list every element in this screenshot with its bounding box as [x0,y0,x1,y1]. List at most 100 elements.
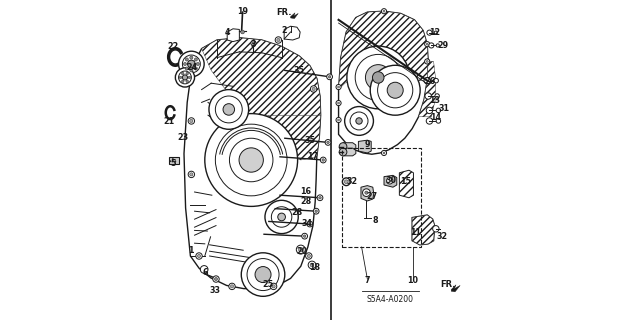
Circle shape [338,86,339,88]
Circle shape [415,221,425,230]
Circle shape [179,76,182,79]
Circle shape [230,138,273,182]
Polygon shape [358,140,371,153]
Circle shape [179,51,204,77]
Circle shape [362,189,370,196]
Circle shape [184,62,187,66]
Circle shape [426,43,428,45]
Circle shape [190,56,193,59]
Polygon shape [284,26,300,40]
Text: 15: 15 [400,177,412,186]
Text: 8: 8 [372,216,378,225]
Text: 4: 4 [225,28,230,36]
Circle shape [426,80,428,82]
Circle shape [322,159,324,161]
Circle shape [434,31,438,34]
Circle shape [188,76,191,79]
Circle shape [365,65,391,90]
Circle shape [196,62,200,66]
Circle shape [306,253,312,259]
Circle shape [271,207,292,227]
Text: FR.: FR. [440,280,456,289]
Circle shape [339,148,347,156]
Circle shape [308,261,316,269]
Circle shape [372,72,384,83]
Text: 28: 28 [291,208,303,217]
Circle shape [314,208,319,214]
Polygon shape [412,215,435,245]
Circle shape [426,118,433,124]
Text: 7: 7 [365,276,370,285]
Circle shape [215,124,287,196]
Text: 23: 23 [177,133,189,142]
Circle shape [424,222,432,229]
Text: 35: 35 [294,66,305,75]
Circle shape [278,213,285,221]
Circle shape [425,93,431,99]
Circle shape [427,30,432,35]
Circle shape [196,253,202,259]
Circle shape [200,266,208,273]
Circle shape [247,259,279,291]
Circle shape [327,74,333,80]
Circle shape [312,87,316,91]
Circle shape [387,178,393,184]
Circle shape [175,161,176,162]
Text: FR.: FR. [276,8,292,17]
Circle shape [424,77,430,84]
Circle shape [241,30,244,34]
Polygon shape [184,38,321,289]
Polygon shape [291,13,298,19]
Text: 3: 3 [250,40,255,49]
Circle shape [239,148,264,172]
Circle shape [195,58,198,61]
Text: 25: 25 [262,280,274,289]
Circle shape [179,71,191,84]
Text: 24: 24 [186,63,198,72]
Polygon shape [339,11,428,90]
Circle shape [435,94,440,98]
Circle shape [436,119,440,123]
Circle shape [336,100,341,106]
Text: 32: 32 [346,177,358,186]
Circle shape [387,82,403,98]
Circle shape [319,196,321,199]
Polygon shape [361,186,374,201]
Polygon shape [343,143,356,150]
Circle shape [170,161,172,162]
Circle shape [310,86,317,92]
Circle shape [182,55,200,73]
Circle shape [296,245,305,254]
Circle shape [436,108,440,113]
Circle shape [302,233,307,239]
Circle shape [347,46,410,109]
Text: 16: 16 [300,188,311,196]
Circle shape [350,112,368,130]
Circle shape [415,229,425,239]
Circle shape [307,254,310,258]
Polygon shape [269,115,321,160]
Circle shape [424,230,432,238]
Text: S5A4-A0200: S5A4-A0200 [366,295,413,304]
Circle shape [425,42,430,47]
Circle shape [339,143,347,150]
Text: 6: 6 [202,268,207,277]
Circle shape [271,283,277,290]
Circle shape [212,276,219,282]
Polygon shape [339,11,428,154]
Circle shape [190,119,193,123]
Text: 20: 20 [296,247,307,256]
Circle shape [230,285,234,288]
Text: 10: 10 [407,276,419,285]
Circle shape [426,107,433,114]
Circle shape [356,118,362,124]
Text: 9: 9 [365,140,370,149]
Circle shape [191,63,198,70]
Text: 29: 29 [438,41,449,50]
Circle shape [436,44,440,47]
Text: 11: 11 [410,228,422,237]
Text: 31: 31 [438,104,450,113]
Circle shape [429,43,434,48]
Circle shape [182,80,184,83]
Text: 34: 34 [301,220,313,228]
